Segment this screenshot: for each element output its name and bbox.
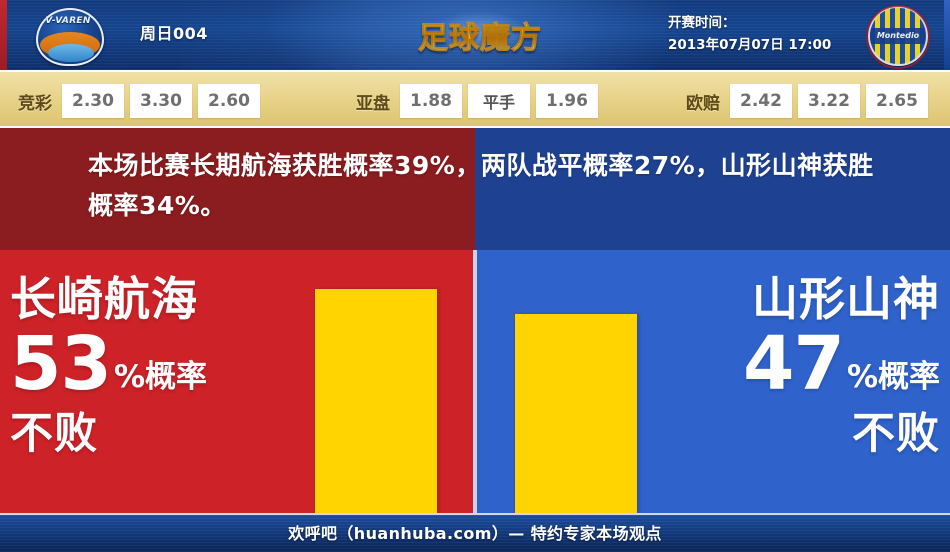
analysis-banner: 本场比赛长期航海获胜概率39%，两队战平概率27%，山形山神获胜概率34%。 [0, 128, 950, 250]
footer-bar: 欢呼吧（huanhuba.com）— 特约专家本场观点 [0, 515, 950, 552]
banner-right-background [475, 128, 950, 250]
odds-group-jingcai: 竞彩 2.30 3.30 2.60 [18, 72, 260, 130]
away-team-crest-icon: Montedio [866, 5, 930, 69]
away-probability-line: 47 %概率 [640, 321, 940, 407]
kickoff-label: 开赛时间： [668, 15, 736, 31]
home-outcome-label: 不败 [10, 409, 98, 459]
odds-bar: 竞彩 2.30 3.30 2.60 亚盘 1.88 平手 1.96 欧赔 2.4… [0, 70, 950, 128]
footer-credit: 欢呼吧（huanhuba.com）— 特约专家本场观点 [288, 524, 662, 543]
odds-group-label: 竞彩 [18, 93, 52, 114]
odds-cell-handicap-home[interactable]: 1.88 [400, 84, 462, 118]
odds-cell-draw[interactable]: 3.30 [130, 84, 192, 118]
home-probability-bar [315, 289, 437, 513]
site-logo: 足球魔方 [410, 8, 550, 62]
odds-cell-euro-draw[interactable]: 3.22 [798, 84, 860, 118]
panel-divider [473, 250, 477, 513]
match-number: 周日004 [140, 24, 208, 43]
analysis-text: 本场比赛长期航海获胜概率39%，两队战平概率27%，山形山神获胜概率34%。 [88, 151, 874, 220]
header-bar: V-VAREN 周日004 足球魔方 开赛时间： 2013年07月07日 17:… [0, 0, 950, 70]
home-team-block: 长崎航海 53 %概率 不败 [10, 250, 310, 513]
logo-text: 足球魔方 [418, 13, 542, 57]
home-probability-value: 53 [10, 321, 112, 407]
away-probability-bar [515, 314, 637, 513]
kickoff-datetime: 2013年07月07日 17:00 [668, 37, 832, 53]
away-team-name: 山形山神 [752, 272, 940, 326]
home-team-crest-icon: V-VAREN [30, 6, 108, 66]
odds-group-label: 欧赔 [686, 93, 720, 114]
footer-divider [0, 513, 950, 515]
odds-cell-home-win[interactable]: 2.30 [62, 84, 124, 118]
header-right-accent-strip [944, 0, 950, 70]
kickoff-info: 开赛时间： 2013年07月07日 17:00 [668, 12, 831, 56]
away-probability-unit: %概率 [846, 359, 940, 395]
home-probability-unit: %概率 [113, 359, 208, 395]
odds-cell-euro-away[interactable]: 2.65 [866, 84, 928, 118]
odds-cell-euro-home[interactable]: 2.42 [730, 84, 792, 118]
odds-group-label: 亚盘 [356, 93, 390, 114]
odds-group-european: 欧赔 2.42 3.22 2.65 [686, 72, 928, 130]
away-outcome-label: 不败 [852, 409, 940, 459]
odds-cell-handicap-line[interactable]: 平手 [468, 84, 530, 118]
away-team-block: 山形山神 47 %概率 不败 [640, 250, 940, 513]
home-probability-line: 53 %概率 [10, 321, 310, 407]
home-crest-wordmark: V-VAREN [45, 16, 91, 26]
odds-cell-handicap-away[interactable]: 1.96 [536, 84, 598, 118]
home-team-name: 长崎航海 [10, 272, 198, 326]
logo-glow [410, 8, 550, 62]
away-probability-value: 47 [742, 321, 845, 407]
probability-panel: 长崎航海 53 %概率 不败 山形山神 47 %概率 不败 [0, 250, 950, 513]
odds-group-asian-handicap: 亚盘 1.88 平手 1.96 [356, 72, 598, 130]
odds-cell-away-win[interactable]: 2.60 [198, 84, 260, 118]
banner-left-background [0, 128, 475, 250]
header-left-accent-strip [0, 0, 7, 70]
